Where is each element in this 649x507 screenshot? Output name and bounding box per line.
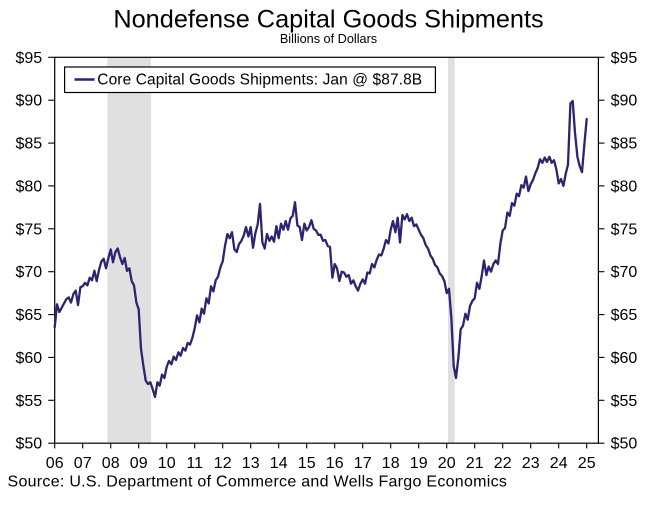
svg-text:$60: $60 <box>611 350 638 367</box>
svg-text:$65: $65 <box>15 307 42 324</box>
svg-text:$50: $50 <box>611 436 638 453</box>
svg-text:Nondefense Capital Goods Shipm: Nondefense Capital Goods Shipments <box>113 6 543 34</box>
svg-text:15: 15 <box>298 455 316 472</box>
svg-text:12: 12 <box>214 455 232 472</box>
svg-text:$80: $80 <box>15 178 42 195</box>
svg-text:18: 18 <box>382 455 400 472</box>
svg-text:24: 24 <box>550 455 568 472</box>
svg-text:$85: $85 <box>611 136 638 153</box>
svg-text:$60: $60 <box>15 350 42 367</box>
svg-text:06: 06 <box>46 455 64 472</box>
svg-text:Source: U.S. Department of Com: Source: U.S. Department of Commerce and … <box>8 474 508 491</box>
svg-text:$75: $75 <box>611 221 638 238</box>
svg-text:10: 10 <box>158 455 176 472</box>
svg-text:Billions of Dollars: Billions of Dollars <box>280 32 377 46</box>
svg-text:17: 17 <box>354 455 372 472</box>
svg-text:23: 23 <box>522 455 540 472</box>
svg-text:25: 25 <box>578 455 596 472</box>
svg-text:07: 07 <box>74 455 92 472</box>
svg-text:11: 11 <box>186 455 203 472</box>
svg-text:$70: $70 <box>611 264 638 281</box>
svg-text:$55: $55 <box>15 393 42 410</box>
svg-text:21: 21 <box>466 455 484 472</box>
svg-text:$70: $70 <box>15 264 42 281</box>
svg-text:$75: $75 <box>15 221 42 238</box>
svg-text:08: 08 <box>102 455 120 472</box>
svg-text:13: 13 <box>242 455 260 472</box>
svg-text:$80: $80 <box>611 178 638 195</box>
svg-text:$85: $85 <box>15 136 42 153</box>
svg-text:$90: $90 <box>611 93 638 110</box>
svg-text:$65: $65 <box>611 307 638 324</box>
svg-text:$55: $55 <box>611 393 638 410</box>
svg-text:$95: $95 <box>611 50 638 67</box>
svg-text:19: 19 <box>410 455 428 472</box>
svg-text:$50: $50 <box>15 436 42 453</box>
svg-text:16: 16 <box>326 455 344 472</box>
svg-text:$95: $95 <box>15 50 42 67</box>
svg-text:Core Capital Goods Shipments:: Core Capital Goods Shipments: Jan @ $87.… <box>97 72 422 89</box>
svg-text:22: 22 <box>494 455 512 472</box>
svg-text:14: 14 <box>270 455 288 472</box>
svg-text:20: 20 <box>438 455 456 472</box>
svg-text:09: 09 <box>130 455 148 472</box>
svg-text:$90: $90 <box>15 93 42 110</box>
